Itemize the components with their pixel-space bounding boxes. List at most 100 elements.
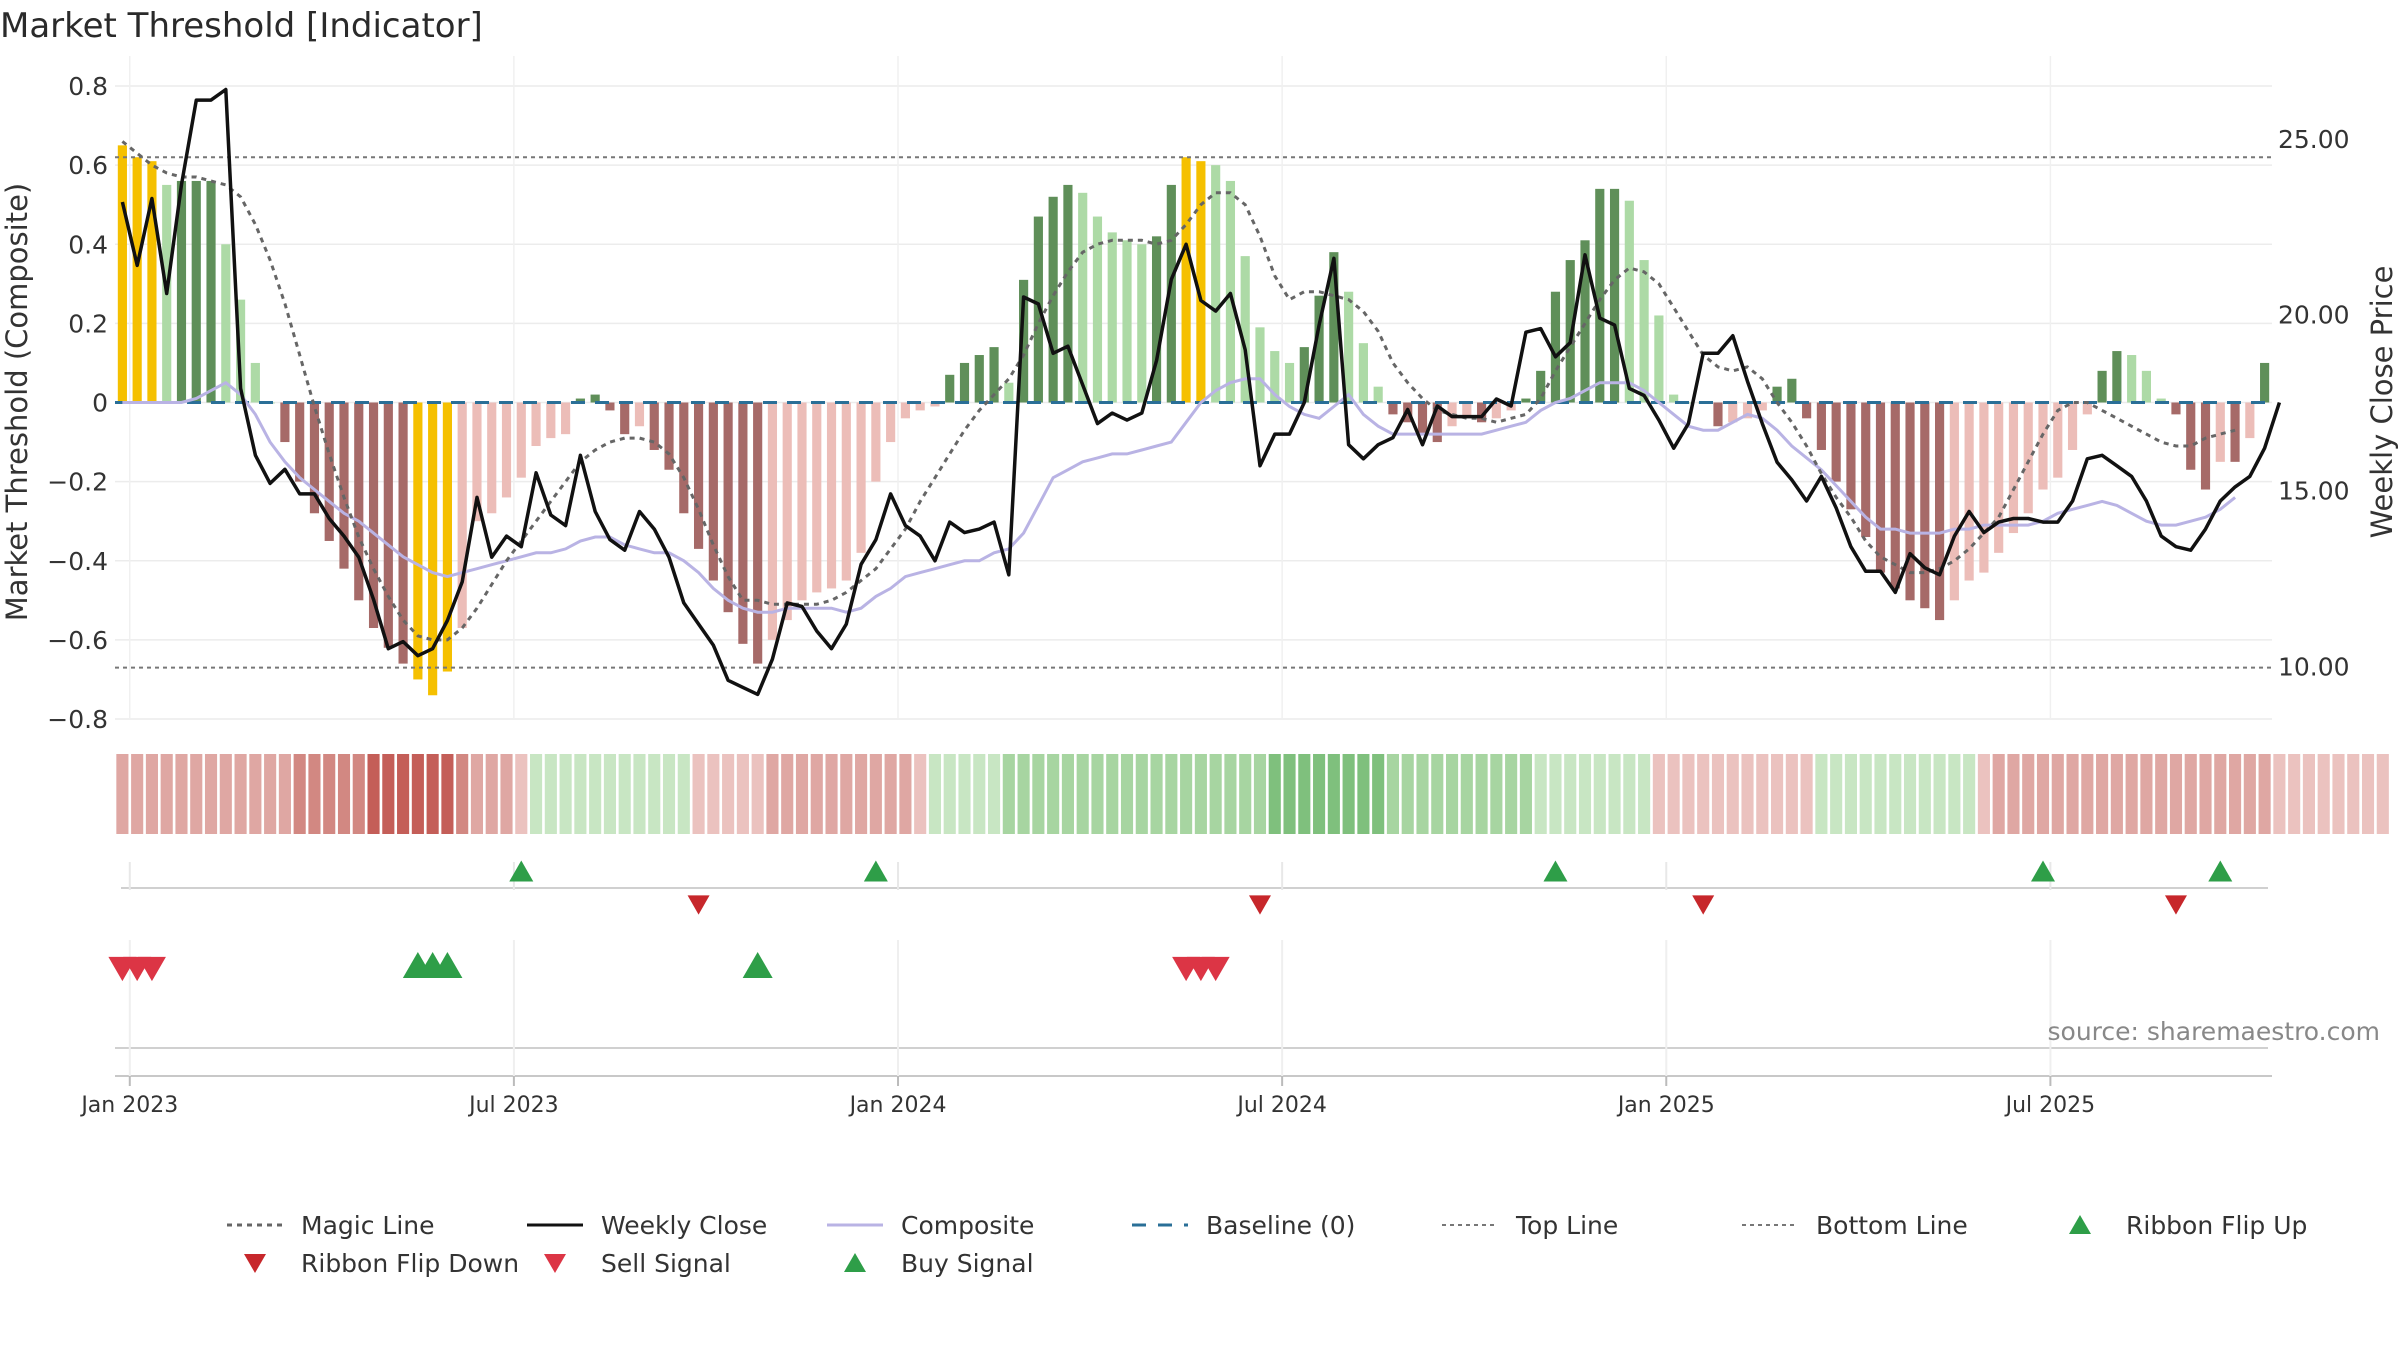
left-tick-label: −0.2 [47, 468, 108, 497]
ribbon-cell [2302, 754, 2315, 834]
histogram-bar [590, 394, 600, 403]
ribbon-cell [1889, 754, 1902, 834]
left-tick-label: 0.4 [68, 230, 108, 259]
histogram-bar [295, 402, 305, 482]
histogram-bar [1861, 402, 1871, 538]
histogram-bar [1994, 402, 2004, 553]
left-tick-label: 0.2 [68, 309, 108, 338]
histogram-bar [1107, 232, 1117, 403]
histogram-bar [2171, 402, 2181, 415]
left-axis-title: Market Threshold (Composite) [0, 183, 34, 621]
ribbon-cell [2007, 754, 2020, 834]
ribbon-cell [1135, 754, 1148, 834]
histogram-bar [605, 402, 615, 411]
histogram-bar [649, 402, 659, 450]
ribbon-cell [2110, 754, 2123, 834]
histogram-bar [1639, 260, 1649, 403]
ribbon-cell [544, 754, 557, 834]
ribbon-cell [2361, 754, 2375, 834]
ribbon-cell [1948, 754, 1961, 834]
ribbon-cell [190, 754, 203, 834]
histogram-bar [516, 402, 526, 478]
ribbon-cell [1268, 754, 1281, 834]
left-tick-label: −0.6 [47, 626, 108, 655]
magic-line [121, 140, 2236, 642]
ribbon-cell [589, 754, 602, 834]
ribbon-cell [559, 754, 572, 834]
left-tick-label: 0.6 [68, 151, 108, 180]
ribbon-strip [116, 754, 2389, 834]
histogram-bar [1299, 347, 1309, 403]
legend-item: Sell Signal [525, 1243, 731, 1283]
histogram-bar [856, 402, 866, 553]
histogram-bar [841, 402, 851, 581]
ribbon-cell [1771, 754, 1784, 834]
ribbon-cell [1697, 754, 1710, 834]
chart-legend: Magic Line Weekly Close Composite Baseline … [225, 1205, 2375, 1295]
ribbon-cell [1460, 754, 1473, 834]
ribbon-cell [618, 754, 631, 834]
ribbon-cell [249, 754, 262, 834]
histogram-bar [1092, 216, 1103, 403]
histogram-bar [974, 355, 984, 403]
ribbon-cell [928, 754, 942, 834]
ribbon-cell [2347, 754, 2360, 834]
ribbon-cell [1667, 754, 1680, 834]
histogram-bar [634, 402, 645, 427]
ribbon-cell [1741, 754, 1754, 834]
histogram-bar [1964, 402, 1974, 581]
histogram-bar [383, 402, 393, 648]
ribbon-cell [145, 754, 158, 834]
ribbon-cell [1933, 754, 1946, 834]
ribbon-cell [264, 754, 277, 834]
ribbon-cell [337, 754, 351, 834]
ribbon-cell [914, 754, 927, 834]
legend-label: Composite [901, 1210, 1035, 1240]
ribbon-cell [2199, 754, 2212, 834]
weekly-close-line [120, 87, 2282, 697]
ribbon-cell [2273, 754, 2286, 834]
histogram-bar [1078, 192, 1088, 403]
ribbon-cell [1564, 754, 1577, 834]
histogram-bar [176, 180, 187, 403]
histogram-bar [2245, 402, 2255, 439]
right-tick-label: 20.00 [2278, 301, 2350, 330]
legend-symbol-icon [2050, 1205, 2110, 1245]
ribbon-flip-up-marker [2208, 860, 2233, 882]
histogram-bar [1624, 200, 1634, 403]
ribbon-cell [707, 754, 720, 834]
x-tick-label: Jul 2025 [2004, 1093, 2096, 1118]
histogram-bar [1329, 252, 1339, 403]
histogram-bar [2097, 370, 2107, 403]
histogram-bar [2112, 351, 2122, 403]
ribbon-cell [1977, 754, 1990, 834]
histogram-bar [1462, 402, 1472, 419]
legend-label: Ribbon Flip Down [301, 1248, 520, 1278]
ribbon-cell [736, 754, 749, 834]
histogram-bar [1019, 279, 1029, 403]
ribbon-cell [1800, 754, 1813, 834]
ribbon-cell [1682, 754, 1695, 834]
ribbon-cell [1106, 754, 1119, 834]
histogram-bar [1491, 402, 1501, 419]
legend-label: Ribbon Flip Up [2126, 1210, 2308, 1240]
histogram-bar [1920, 402, 1930, 609]
ribbon-cell [1593, 754, 1606, 834]
ribbon-cell [973, 754, 986, 834]
ribbon-cell [1534, 754, 1547, 834]
ribbon-cell [958, 754, 971, 834]
histogram-bar [664, 402, 674, 470]
ribbon-cell [426, 754, 439, 834]
histogram-bar [1521, 398, 1531, 403]
histogram-bar [339, 402, 349, 569]
histogram-bar [1550, 291, 1561, 403]
ribbon-cell [352, 754, 365, 834]
histogram-bar [900, 402, 910, 419]
legend-label: Baseline (0) [1206, 1210, 1356, 1240]
histogram-bar [324, 402, 334, 541]
ribbon-cell [1726, 754, 1739, 834]
ribbon-flip-down-marker [2164, 895, 2187, 915]
ribbon-cell [2169, 754, 2183, 834]
histogram-bar [2082, 402, 2092, 415]
ribbon-cell [1327, 754, 1340, 834]
